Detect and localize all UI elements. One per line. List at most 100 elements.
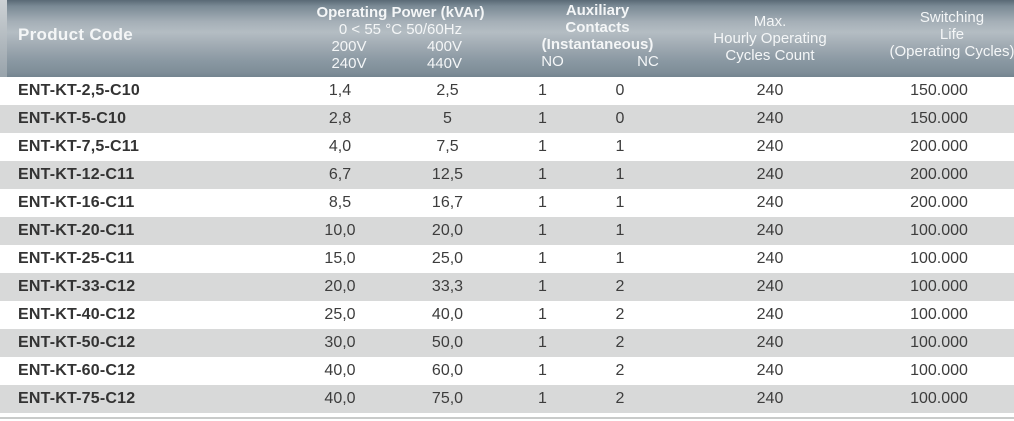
power-200-240-cell: 15,0 [324,250,356,267]
column-header-max-hourly-cycles: Max. Hourly Operating Cycles Count [650,0,890,77]
voltage-240v-label: 240V [331,55,367,72]
aux-no-cell: 1 [538,278,547,295]
product-code-label: Product Code [18,25,134,44]
aux-no-cell: 1 [538,138,547,155]
max-hourly-cycles-cell: 240 [756,250,784,267]
table-row: ENT-KT-12-C11 6,7 12,5 1 1 240 200.000 [0,161,1014,189]
subcolumn-nc-label: NC [637,53,659,70]
power-400-440-cell: 16,7 [431,194,464,211]
product-code-cell: ENT-KT-50-C12 [18,334,136,351]
power-200-240-cell: 1,4 [328,82,352,99]
table-row: ENT-KT-25-C11 15,0 25,0 1 1 240 100.000 [0,245,1014,273]
power-400-440-cell: 75,0 [431,390,464,407]
table-row: ENT-KT-16-C11 8,5 16,7 1 1 240 200.000 [0,189,1014,217]
aux-nc-cell: 2 [615,306,625,323]
operating-power-subtitle: 0 < 55 °C 50/60Hz [338,21,463,38]
power-200-240-cell: 10,0 [324,222,356,239]
max-hourly-cycles-cell: 240 [756,306,784,323]
switching-life-cell: 200.000 [910,194,968,211]
max-hourly-cycles-cell: 240 [756,334,784,351]
power-400-440-cell: 7,5 [436,138,459,155]
table-body: ENT-KT-2,5-C10 1,4 2,5 1 0 240 150.000 E… [0,77,1014,413]
power-200-240-cell: 30,0 [324,334,356,351]
switching-life-cell: 150.000 [910,82,968,99]
switching-life-cell: 100.000 [910,334,968,351]
product-code-cell: ENT-KT-16-C11 [18,194,135,211]
aux-no-cell: 1 [538,194,547,211]
switching-life-line3: (Operating Cycles) [889,43,1014,60]
aux-nc-cell: 2 [615,278,625,295]
column-header-product-code: Product Code [0,0,280,77]
header-left-highlight [0,0,7,77]
power-400-440-cell: 25,0 [431,250,464,267]
max-hourly-cycles-cell: 240 [756,278,784,295]
aux-no-cell: 1 [538,306,547,323]
power-200-240-cell: 2,8 [328,110,352,127]
switching-life-cell: 200.000 [910,166,968,183]
table-row: ENT-KT-50-C12 30,0 50,0 1 2 240 100.000 [0,329,1014,357]
max-hourly-cycles-cell: 240 [756,82,784,99]
power-200-240-cell: 40,0 [324,362,356,379]
aux-no-cell: 1 [538,166,547,183]
product-code-cell: ENT-KT-20-C11 [18,222,135,239]
max-cycles-line1: Max. [753,13,787,30]
aux-nc-cell: 1 [615,194,625,211]
product-code-cell: ENT-KT-2,5-C10 [18,82,140,99]
switching-life-line1: Switching [919,9,985,26]
table-row: ENT-KT-20-C11 10,0 20,0 1 1 240 100.000 [0,217,1014,245]
table-row: ENT-KT-7,5-C11 4,0 7,5 1 1 240 200.000 [0,133,1014,161]
aux-nc-cell: 1 [615,166,625,183]
switching-life-line2: Life [939,26,965,43]
voltage-200v-label: 200V [331,38,367,55]
aux-nc-cell: 2 [615,362,625,379]
aux-no-cell: 1 [538,362,547,379]
column-header-switching-life: Switching Life (Operating Cycles) [889,0,1014,77]
max-hourly-cycles-cell: 240 [756,362,784,379]
power-200-240-cell: 20,0 [324,278,356,295]
switching-life-cell: 100.000 [910,390,968,407]
switching-life-cell: 200.000 [910,138,968,155]
aux-contacts-line2: Contacts [565,19,630,36]
aux-no-cell: 1 [538,334,547,351]
aux-no-cell: 1 [538,82,547,99]
operating-power-title: Operating Power (kVAr) [316,4,485,21]
table-row: ENT-KT-33-C12 20,0 33,3 1 2 240 100.000 [0,273,1014,301]
max-cycles-line3: Cycles Count [725,47,815,64]
product-code-cell: ENT-KT-7,5-C11 [18,138,140,155]
product-code-cell: ENT-KT-5-C10 [18,110,127,127]
switching-life-cell: 100.000 [910,278,968,295]
table-row: ENT-KT-5-C10 2,8 5 1 0 240 150.000 [0,105,1014,133]
power-400-440-cell: 50,0 [431,334,464,351]
power-400-440-cell: 2,5 [436,82,459,99]
power-200-240-cell: 8,5 [328,194,352,211]
aux-contacts-line3: (Instantaneous) [541,36,654,53]
table-row: ENT-KT-40-C12 25,0 40,0 1 2 240 100.000 [0,301,1014,329]
switching-life-cell: 100.000 [910,250,968,267]
max-hourly-cycles-cell: 240 [756,138,784,155]
product-code-cell: ENT-KT-40-C12 [18,306,136,323]
product-code-cell: ENT-KT-25-C11 [18,250,135,267]
aux-no-cell: 1 [538,250,547,267]
aux-contacts-line1: Auxiliary [565,2,630,19]
power-400-440-cell: 33,3 [431,278,464,295]
voltage-440v-label: 440V [426,55,463,72]
power-200-240-cell: 6,7 [328,166,352,183]
subcolumn-400v-440v: 400V 440V [397,38,492,72]
table-header: Product Code Operating Power (kVAr) 0 < … [0,0,1014,77]
aux-nc-cell: 1 [615,222,625,239]
power-400-440-cell: 60,0 [431,362,464,379]
power-200-240-cell: 40,0 [324,390,356,407]
max-hourly-cycles-cell: 240 [756,222,784,239]
product-code-cell: ENT-KT-75-C12 [18,390,136,407]
power-200-240-cell: 25,0 [324,306,356,323]
power-400-440-cell: 20,0 [431,222,464,239]
subcolumn-no-label: NO [541,53,564,70]
aux-nc-cell: 2 [615,334,625,351]
product-code-cell: ENT-KT-60-C12 [18,362,136,379]
product-code-cell: ENT-KT-12-C11 [18,166,135,183]
switching-life-cell: 100.000 [910,306,968,323]
aux-no-cell: 1 [538,390,547,407]
subcolumn-200v-240v: 200V 240V [289,38,409,72]
power-200-240-cell: 4,0 [328,138,352,155]
